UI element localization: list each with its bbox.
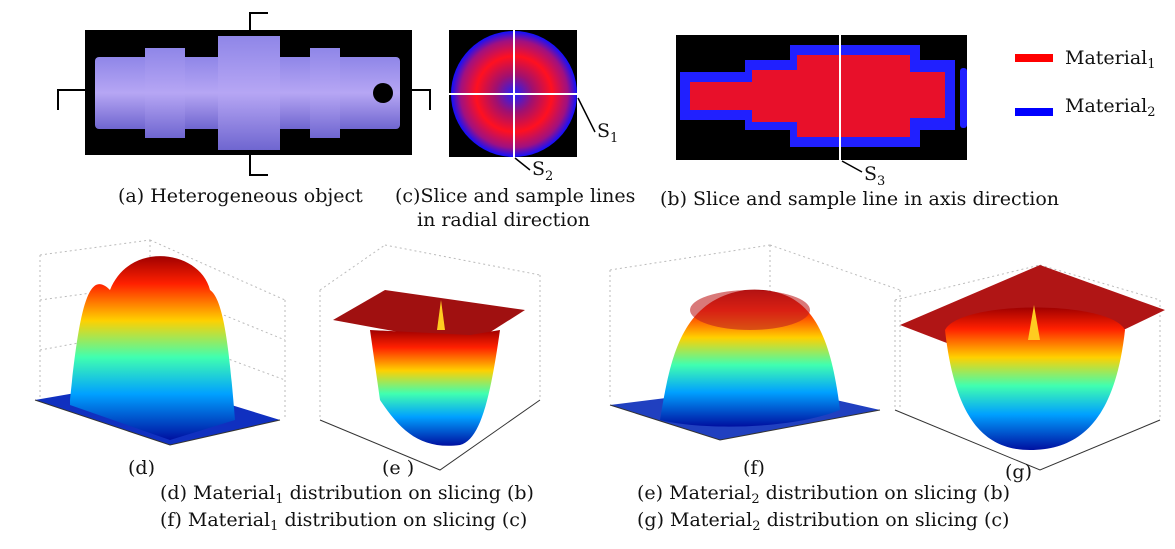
text-part: 1 — [610, 131, 618, 146]
legend-swatch — [1015, 54, 1053, 62]
text-part: 2 — [545, 169, 553, 184]
plot-d — [34, 239, 286, 446]
panel-caption: (a) Heterogeneous object — [118, 185, 363, 207]
plot-e — [319, 244, 541, 471]
text-part: 2 — [751, 492, 759, 507]
text-part: (e) Material — [637, 482, 751, 504]
text-part: (f) Material — [160, 509, 270, 531]
text-part: distribution on slicing (c) — [278, 509, 527, 531]
plot-label: (e ) — [382, 457, 414, 479]
legend-label: Material1 — [1065, 47, 1156, 72]
plot-f — [609, 244, 901, 441]
text-part: 2 — [1147, 105, 1155, 120]
radial-slice — [449, 30, 596, 171]
figure-caption: (g) Material2 distribution on slicing (c… — [637, 509, 1009, 534]
panel-caption: (c)Slice and sample lines — [395, 185, 635, 207]
sample-line-label: S2 — [532, 158, 553, 184]
text-part: (g) Material — [637, 509, 752, 531]
object-image — [57, 12, 431, 176]
text-part: 1 — [1147, 57, 1155, 72]
legend-label: Material2 — [1065, 95, 1156, 120]
text-part: 3 — [877, 174, 885, 189]
sample-line-label: S3 — [864, 163, 885, 189]
text-part: 2 — [752, 519, 760, 534]
text-part: distribution on slicing (b) — [760, 482, 1010, 504]
figure-caption: (d) Material1 distribution on slicing (b… — [160, 482, 534, 507]
figure-caption: (e) Material2 distribution on slicing (b… — [637, 482, 1010, 507]
text-part: (d) Material — [160, 482, 275, 504]
panel-caption: (b) Slice and sample line in axis direct… — [660, 188, 1059, 210]
text-part: distribution on slicing (c) — [761, 509, 1010, 531]
panel-caption: in radial direction — [417, 209, 590, 231]
plot-label: (f) — [743, 457, 765, 479]
sample-line-label: S1 — [597, 120, 618, 146]
text-part: Material — [1065, 95, 1147, 117]
plot-label: (d) — [128, 457, 155, 479]
legend-swatch — [1015, 108, 1053, 116]
figure-caption: (f) Material1 distribution on slicing (c… — [160, 509, 527, 534]
text-part: 1 — [275, 492, 283, 507]
text-part: S — [864, 163, 877, 185]
text-part: S — [597, 120, 610, 142]
axis-slice — [676, 35, 967, 173]
text-part: distribution on slicing (b) — [284, 482, 534, 504]
plot-g — [894, 264, 1165, 471]
plot-label: (g) — [1005, 461, 1032, 483]
text-part: S — [532, 158, 545, 180]
text-part: 1 — [270, 519, 278, 534]
text-part: Material — [1065, 47, 1147, 69]
